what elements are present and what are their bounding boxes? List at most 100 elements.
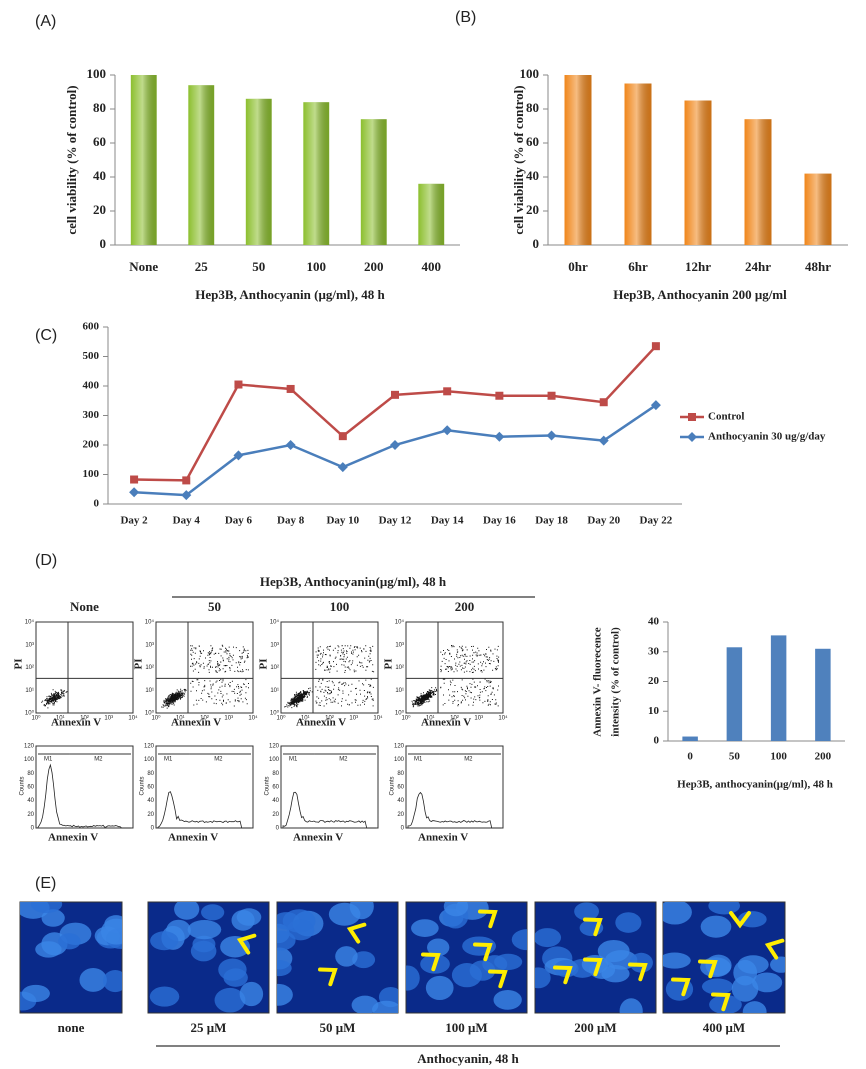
count-tick: 60 [27, 785, 34, 791]
axis-label: Annexin V [171, 717, 221, 729]
y-tick-label: 0 [100, 236, 107, 251]
log-tick: 10⁴ [145, 619, 155, 626]
y-axis-label: Annexin V- fluorecence [592, 627, 604, 736]
log-tick: 10² [450, 716, 459, 722]
bar-shine [418, 183, 445, 245]
count-tick: 120 [394, 744, 405, 750]
count-tick: 0 [401, 826, 405, 832]
x-axis-label: Hep3B, Anthocyanin 200 μg/ml [613, 287, 787, 302]
nucleus [21, 984, 50, 1003]
nucleus [239, 981, 264, 1007]
count-tick: 60 [272, 785, 279, 791]
histogram-trace [37, 763, 131, 829]
bar-shine [360, 119, 387, 245]
count-tick: 60 [147, 785, 154, 791]
y-tick-label: 600 [83, 321, 100, 333]
nucleus [187, 919, 222, 940]
count-tick: 80 [27, 771, 34, 777]
log-tick: 10¹ [270, 688, 279, 694]
nucleus [79, 968, 107, 992]
count-tick: 40 [397, 798, 404, 804]
histogram [405, 745, 504, 829]
nuclei [20, 902, 122, 1011]
x-tick-label: 50 [252, 259, 265, 274]
nucleus [752, 972, 783, 993]
count-tick: 100 [144, 757, 155, 763]
nucleus [352, 951, 376, 969]
arrow [421, 952, 441, 972]
nucleus [286, 919, 315, 941]
panel-label: (C) [35, 327, 57, 344]
arrow [729, 911, 751, 929]
count-tick: 60 [397, 785, 404, 791]
log-tick: 10² [395, 665, 404, 671]
point [546, 430, 557, 441]
point [182, 476, 191, 485]
x-tick-label: 12hr [685, 259, 711, 274]
point [390, 440, 400, 450]
bar-shine [245, 98, 272, 245]
x-tick-label: Day 22 [640, 515, 673, 527]
panel-label: (A) [35, 13, 56, 30]
nucleus [30, 902, 63, 914]
x-tick-label: 0 [687, 751, 693, 763]
log-tick: 10⁰ [145, 710, 155, 717]
count-tick: 100 [269, 757, 280, 763]
dot-plot [280, 621, 379, 714]
bar [770, 635, 787, 741]
gate-label: M2 [94, 757, 103, 763]
axis-label: Annexin V [51, 717, 101, 729]
x-tick-label: Day 12 [379, 515, 412, 527]
nucleus [223, 968, 248, 987]
x-tick-label: 0hr [568, 259, 588, 274]
y-tick-label: 400 [83, 380, 100, 392]
column-label: 100 [330, 599, 350, 614]
point [391, 390, 399, 399]
arrow [628, 962, 648, 982]
nucleus [150, 931, 179, 951]
gate-label: M1 [164, 757, 173, 763]
log-tick: 10¹ [395, 688, 404, 694]
point [181, 490, 192, 501]
log-tick: 10⁰ [395, 710, 405, 717]
nucleus [277, 983, 293, 1006]
x-tick-label: 48hr [805, 259, 831, 274]
axis-label: Annexin V [418, 832, 468, 844]
nucleus [58, 933, 81, 950]
legend-label: Control [708, 411, 744, 423]
nucleus [190, 940, 217, 962]
nucleus [482, 955, 508, 974]
column-label: 200 [455, 599, 475, 614]
log-tick: 10¹ [301, 716, 310, 722]
point [337, 462, 348, 473]
nucleus [742, 1001, 767, 1013]
x-tick-label: Day 6 [225, 515, 253, 527]
nucleus [277, 930, 296, 951]
arrow [583, 917, 603, 937]
dot-cloud [161, 644, 249, 709]
y-tick-label: 200 [83, 439, 100, 451]
nucleus [41, 909, 65, 927]
log-tick: 10¹ [25, 688, 34, 694]
nucleus [174, 902, 200, 920]
series-line [134, 404, 657, 497]
log-tick: 10¹ [426, 716, 435, 722]
log-tick: 10⁰ [151, 715, 161, 722]
point [650, 400, 661, 411]
histogram-trace [282, 791, 376, 829]
count-tick: 0 [31, 826, 35, 832]
count-tick: 20 [272, 812, 279, 818]
log-tick: 10³ [270, 642, 279, 648]
y-tick-label: 80 [93, 100, 106, 115]
bar-shine [188, 85, 215, 245]
point [286, 384, 295, 393]
nucleus [411, 919, 439, 937]
panel-label: (B) [455, 9, 476, 26]
nucleus [493, 989, 522, 1010]
column-label: 50 [208, 599, 221, 614]
micrograph-label: 25 μM [191, 1020, 227, 1035]
arrow [764, 938, 785, 960]
column-label: None [70, 599, 99, 614]
axis-label: Counts [265, 776, 271, 795]
y-tick-label: 100 [87, 66, 107, 81]
